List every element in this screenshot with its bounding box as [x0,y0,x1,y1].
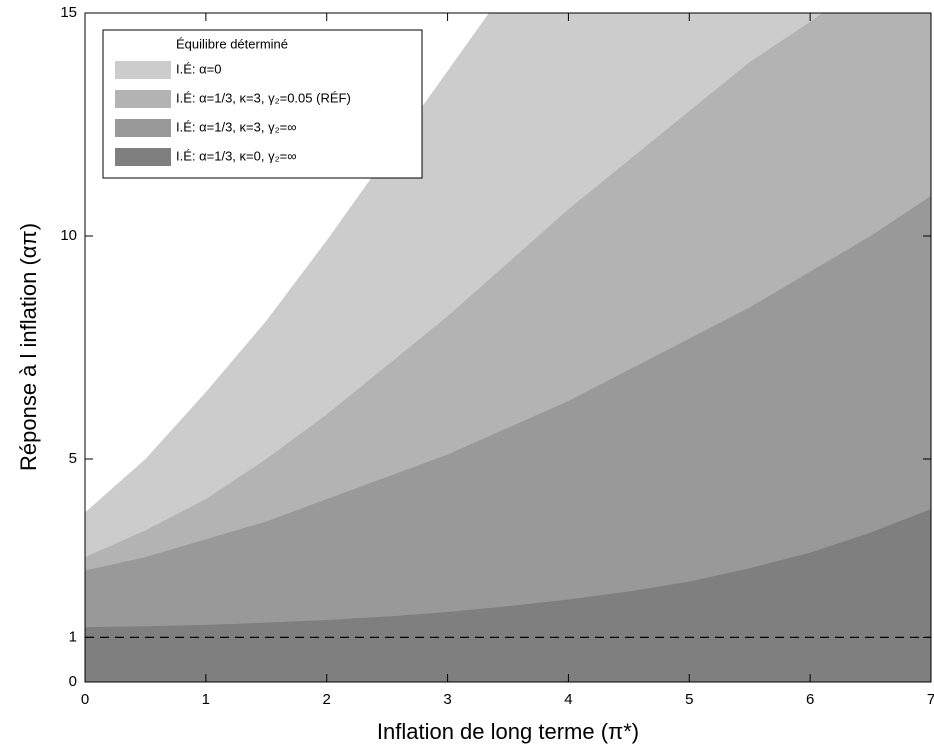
legend-swatch [115,148,171,166]
legend-swatch [115,119,171,137]
x-tick-label: 7 [927,691,934,708]
legend-label: I.É: α=1/3, κ=0, γ₂=∞ [176,148,296,163]
x-tick-label: 3 [443,691,451,708]
plot-areas [85,13,931,682]
legend-title: Équilibre déterminé [176,36,288,51]
y-tick-label: 1 [69,628,77,645]
legend-swatch [115,61,171,79]
legend: Équilibre déterminé I.É: α=0 I.É: α=1/3, κ… [102,29,423,179]
y-axis-label: Réponse à l inflation (απ) [16,223,41,471]
x-tick-label: 4 [564,691,572,708]
legend-label: I.É: α=1/3, κ=3, γ₂=∞ [176,119,296,134]
x-tick-label: 5 [685,691,693,708]
y-tick-label: 10 [60,227,77,244]
y-tick-label: 15 [60,4,77,21]
area [85,508,931,682]
legend-label: I.É: α=0 [176,61,221,76]
x-tick-label: 2 [323,691,331,708]
x-tick-label: 0 [81,691,89,708]
x-tick-label: 1 [202,691,210,708]
y-tick-label: 5 [69,450,77,467]
plot-frame [84,12,932,683]
area [85,195,931,682]
legend-swatch [115,90,171,108]
legend-label: I.É: α=1/3, κ=3, γ₂=0.05 (RÉF) [176,90,351,105]
y-tick-label: 0 [69,673,77,690]
x-axis-label: Inflation de long terme (π*) [377,719,639,744]
x-tick-label: 6 [806,691,814,708]
